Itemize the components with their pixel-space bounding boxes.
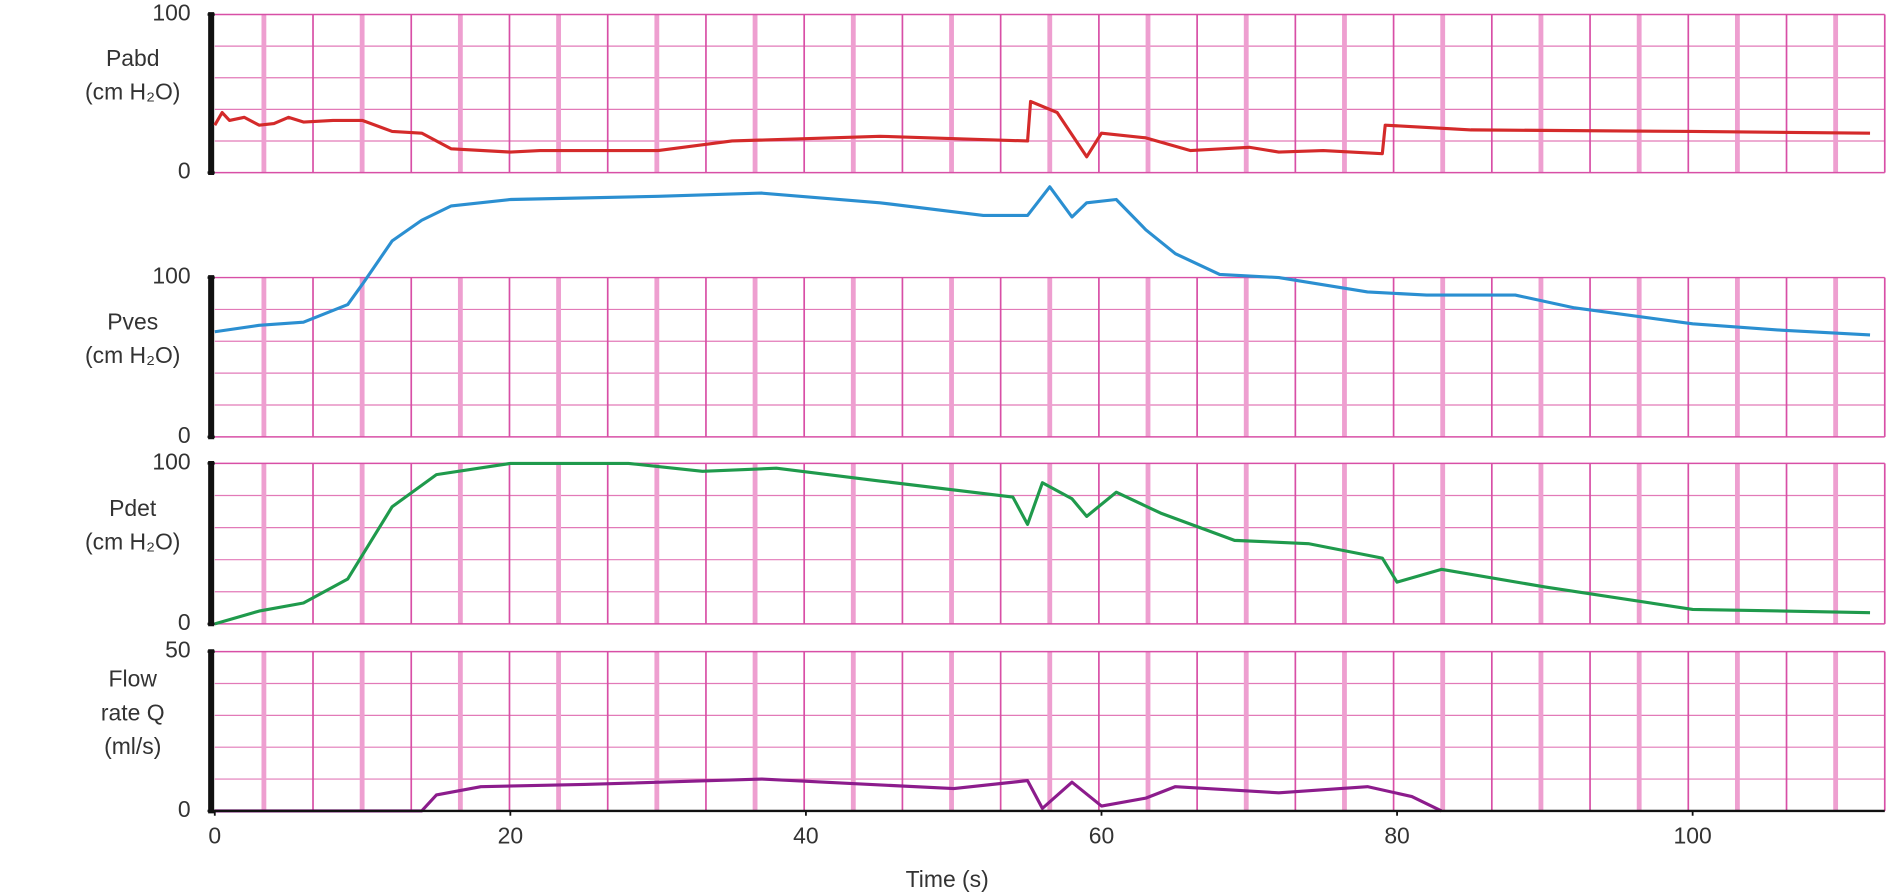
x-tick-label: 0 [208, 822, 221, 848]
data-line [214, 777, 1443, 813]
y-axis-label: (ml/s) [104, 733, 161, 759]
y-tick-label: 0 [178, 422, 191, 448]
y-tick-label: 100 [152, 263, 190, 289]
y-axis-label: (cm H₂O) [85, 529, 180, 555]
y-tick-label: 100 [152, 0, 190, 26]
y-axis-label: Pves [107, 308, 158, 334]
y-tick-label: 0 [178, 158, 191, 184]
y-tick-label: 0 [178, 609, 191, 635]
y-axis-label: Flow [109, 666, 158, 692]
data-line [214, 461, 1871, 626]
y-axis-label: Pdet [109, 495, 157, 521]
x-tick-label: 40 [793, 822, 818, 848]
x-tick-label: 100 [1674, 822, 1712, 848]
data-line [213, 99, 1871, 159]
y-axis-label: (cm H₂O) [85, 342, 180, 368]
x-axis-label: Time (s) [906, 866, 989, 892]
data-line [214, 185, 1871, 337]
y-tick-label: 0 [178, 796, 191, 822]
y-tick-label: 100 [152, 448, 190, 474]
y-axis-label: (cm H₂O) [85, 79, 180, 105]
x-tick-label: 20 [498, 822, 523, 848]
y-tick-label: 50 [165, 637, 190, 663]
y-axis-label: Pabd [106, 45, 159, 71]
x-tick-label: 60 [1089, 822, 1114, 848]
y-axis-label: rate Q [101, 699, 165, 725]
x-tick-label: 80 [1384, 822, 1409, 848]
